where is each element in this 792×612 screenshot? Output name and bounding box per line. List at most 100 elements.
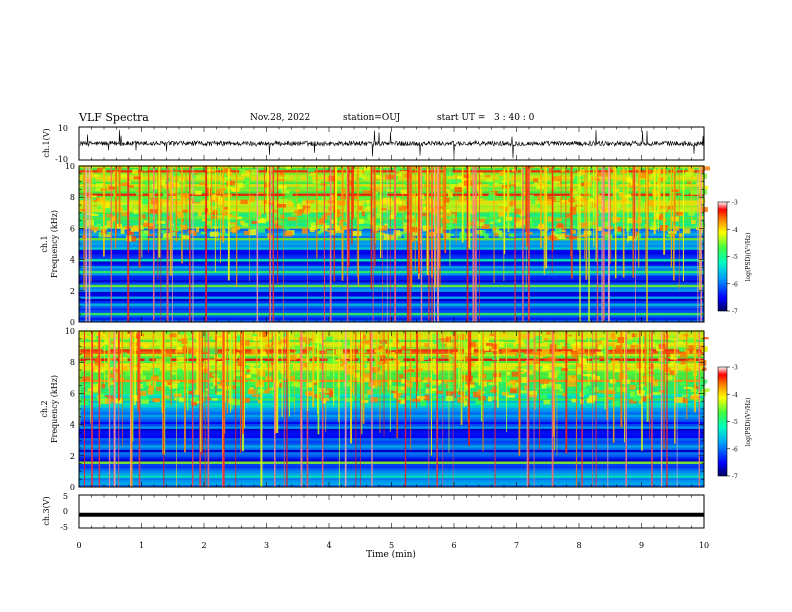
spectrogram-sferic [98, 331, 101, 487]
spectrogram-band [79, 433, 704, 436]
spectrogram-band [79, 296, 704, 299]
spectrogram-speckle [463, 400, 468, 406]
spectrogram-speckle [618, 372, 628, 379]
spectrogram-speckle [390, 186, 395, 191]
spectrogram-speckle [360, 378, 365, 382]
spectrogram-speckle [628, 235, 633, 241]
spectrogram-speckle [580, 234, 588, 238]
spectrogram-speckle [105, 208, 112, 212]
spectrogram-speckle [121, 339, 126, 342]
spectrogram-speckle [327, 199, 337, 204]
spectrogram-speckle [221, 176, 228, 183]
spectrogram-speckle [180, 331, 188, 335]
colorbar-tick-label: -3 [732, 365, 738, 372]
spectrogram-sferic [647, 166, 649, 237]
spectrogram-speckle [688, 359, 695, 363]
spectrogram-sferic [478, 331, 481, 386]
spectrogram-speckle [234, 226, 241, 230]
spectrogram-speckle [310, 172, 317, 175]
spectrogram-sferic [672, 166, 675, 281]
spectrogram-speckle [133, 209, 138, 214]
spectrogram-sferic [355, 331, 357, 487]
spectrogram-speckle [326, 370, 330, 377]
spectrogram-speckle [296, 203, 302, 208]
spectrogram-speckle [272, 182, 280, 188]
spectrogram-speckle [629, 399, 637, 404]
spectrogram-speckle [401, 379, 407, 384]
spectrogram-sferic [108, 331, 111, 487]
spectrogram-sferic [493, 166, 495, 284]
spectrogram-speckle [199, 354, 207, 359]
spectrogram-sferic [480, 331, 483, 422]
spectrogram-speckle [600, 349, 608, 355]
spectrogram-sferic [233, 331, 236, 380]
spectrogram-speckle [541, 348, 550, 355]
spectrogram-speckle [630, 344, 639, 350]
spectrogram-sferic [325, 331, 327, 432]
spectrogram-speckle [106, 214, 114, 218]
spectrogram-speckle [648, 169, 653, 175]
spectrogram-speckle [263, 389, 270, 394]
spectrogram-sferic [374, 166, 376, 267]
spectrogram-sferic [91, 331, 94, 487]
spectrogram-speckle [120, 173, 128, 178]
spectrogram-speckle [653, 169, 661, 174]
spectrogram-speckle [294, 176, 301, 182]
spectrogram-speckle [235, 372, 240, 377]
spectrogram-sferic [522, 166, 524, 322]
spectrogram-speckle [257, 218, 267, 224]
ch2-spectrogram-ylabel-channel: ch.2 [40, 400, 49, 417]
y-tick-label: 0 [70, 483, 75, 492]
spectrogram-sferic [649, 331, 650, 439]
spectrogram-speckle [121, 212, 130, 217]
spectrogram-speckle [602, 231, 610, 236]
ch1-ytick-top: 10 [58, 124, 68, 133]
spectrogram-sferic [607, 331, 609, 487]
spectrogram-sferic [625, 331, 627, 487]
spectrogram-sferic [160, 166, 162, 322]
spectrogram-speckle [333, 354, 337, 357]
spectrogram-speckle [97, 197, 102, 201]
spectrogram-sferic [607, 166, 610, 322]
spectrogram-speckle [683, 398, 689, 404]
spectrogram-speckle [282, 174, 290, 180]
spectrogram-band [79, 251, 704, 255]
spectrogram-speckle [484, 233, 489, 239]
spectrogram-speckle [326, 224, 330, 229]
spectrogram-band [79, 372, 704, 375]
spectrogram-speckle [209, 200, 217, 206]
spectrogram-speckle [126, 230, 135, 236]
spectrogram-band [79, 374, 704, 378]
spectrogram-speckle [218, 188, 226, 191]
spectrogram-speckle [587, 367, 594, 372]
spectrogram-speckle [435, 390, 443, 394]
spectrogram-speckle [418, 381, 425, 384]
spectrogram-speckle [614, 230, 622, 235]
spectrogram-speckle [311, 201, 318, 208]
spectrogram-speckle [690, 219, 696, 225]
spectrogram-speckle [589, 395, 598, 401]
spectrogram-speckle [562, 346, 567, 350]
spectrogram-speckle [220, 235, 224, 240]
spectrogram-band [79, 207, 704, 210]
ch2-spectrogram-xticks [78, 331, 705, 487]
spectrogram-sferic [200, 331, 202, 452]
spectrogram-speckle [296, 350, 302, 354]
spectrogram-speckle [141, 199, 150, 205]
spectrogram-speckle [685, 171, 694, 176]
x-tick-label: 3 [264, 541, 269, 550]
spectrogram-speckle [519, 390, 528, 394]
spectrogram-speckle [559, 388, 564, 392]
spectrogram-sferic [217, 166, 219, 242]
spectrogram-speckle [284, 191, 293, 197]
spectrogram-speckle [587, 220, 593, 227]
y-tick-label: 0 [70, 318, 75, 327]
spectrogram-speckle [593, 363, 603, 366]
spectrogram-speckle [301, 183, 306, 189]
ch1-colorbar [717, 201, 728, 312]
spectrogram-speckle [132, 225, 139, 231]
spectrogram-sferic [469, 331, 472, 383]
spectrogram-sferic [584, 166, 585, 259]
spectrogram-sferic [169, 166, 172, 276]
spectrogram-speckle [627, 177, 633, 183]
